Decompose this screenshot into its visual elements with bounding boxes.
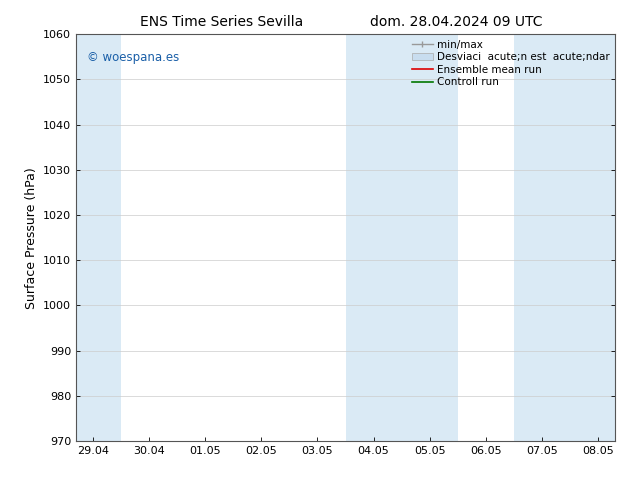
Bar <box>514 34 570 441</box>
Text: © woespana.es: © woespana.es <box>87 50 179 64</box>
Bar <box>76 34 121 441</box>
Text: dom. 28.04.2024 09 UTC: dom. 28.04.2024 09 UTC <box>370 15 543 29</box>
Legend: min/max, Desviaci  acute;n est  acute;ndar, Ensemble mean run, Controll run: min/max, Desviaci acute;n est acute;ndar… <box>410 37 612 89</box>
Bar <box>402 34 458 441</box>
Text: ENS Time Series Sevilla: ENS Time Series Sevilla <box>140 15 304 29</box>
Bar <box>570 34 615 441</box>
Y-axis label: Surface Pressure (hPa): Surface Pressure (hPa) <box>25 167 37 309</box>
Bar <box>346 34 402 441</box>
